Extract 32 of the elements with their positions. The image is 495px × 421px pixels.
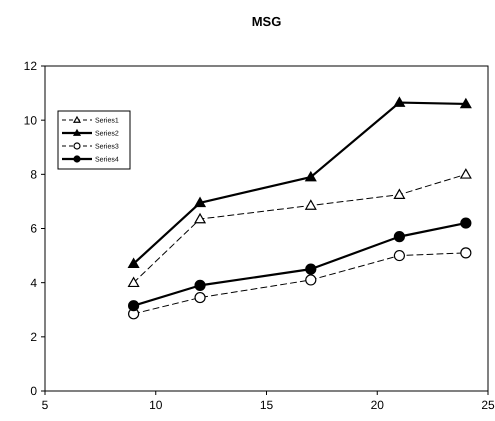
- y-tick-label: 0: [30, 384, 38, 398]
- point: [194, 292, 206, 304]
- point: [305, 171, 316, 182]
- point: [194, 213, 206, 224]
- y-tick-label: 12: [24, 59, 38, 74]
- x-tick-label: 15: [260, 398, 274, 412]
- point: [194, 280, 206, 291]
- point: [305, 200, 316, 210]
- point: [394, 96, 405, 107]
- x-tick-label: 10: [149, 398, 163, 412]
- chart-title: MSG: [252, 14, 282, 29]
- point: [394, 189, 405, 199]
- y-tick-label: 6: [30, 222, 38, 236]
- point: [460, 168, 472, 179]
- y-tick-label: 8: [30, 168, 38, 182]
- point: [460, 217, 472, 229]
- x-tick-label: 5: [42, 398, 49, 412]
- point: [394, 250, 405, 262]
- point: [305, 264, 316, 275]
- point: [305, 274, 316, 286]
- point: [128, 277, 140, 288]
- x-tick-label: 25: [481, 398, 495, 412]
- y-tick-label: 4: [30, 276, 38, 290]
- point: [394, 231, 405, 242]
- y-tick-label: 2: [30, 330, 38, 344]
- point: [128, 258, 140, 268]
- x-tick-label: 20: [370, 398, 384, 412]
- point: [460, 98, 472, 108]
- y-tick-label: 10: [24, 113, 38, 128]
- point: [194, 197, 206, 208]
- point: [128, 300, 140, 312]
- point: [460, 247, 472, 258]
